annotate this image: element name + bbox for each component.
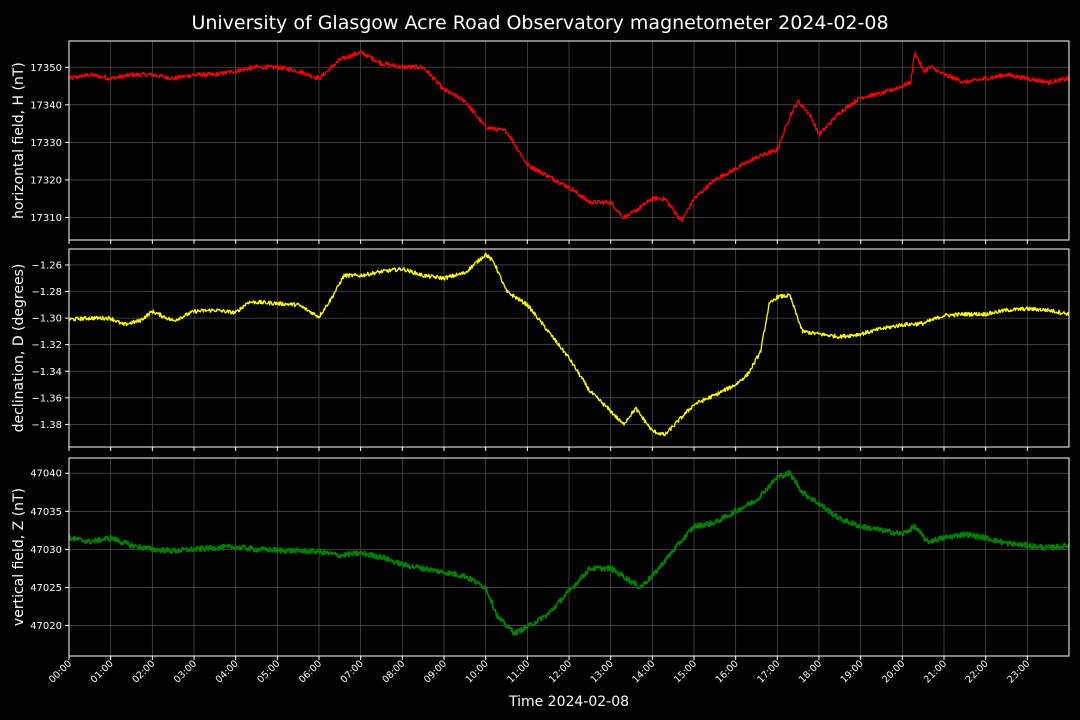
panel-horizontal-field: 17310 17320 17330 17340 17350 horizontal fie…	[11, 40, 1070, 244]
y-tick-label: −1.26	[31, 260, 62, 271]
y-tick-label: 17320	[30, 175, 62, 186]
y-tick-label: 17350	[30, 63, 62, 74]
x-tick-label: 16:00	[714, 658, 741, 685]
y-tick-label: 47040	[30, 469, 62, 480]
x-tick-label: 14:00	[630, 658, 657, 685]
x-tick-labels: 00:00 01:00 02:00 03:00 04:00 05:00 06:00 07:00…	[47, 658, 1032, 685]
x-tick-label: 08:00	[380, 658, 407, 685]
y-tick-label: 47030	[30, 545, 62, 556]
yticks-vertical-field: 47020 47025 47030 47035 47040	[30, 469, 69, 632]
x-tick-label: 03:00	[172, 658, 199, 685]
x-tick-label: 21:00	[922, 658, 949, 685]
panel-declination: −1.38 −1.36 −1.34 −1.32 −1.30 −1.28 −1.26 decl…	[11, 248, 1070, 451]
x-tick-label: 10:00	[464, 658, 491, 685]
xticks-vertical-field	[68, 656, 1028, 660]
grid-vertical-field	[68, 458, 1069, 656]
series-line-vertical-field	[68, 470, 1070, 637]
y-tick-label: 47020	[30, 621, 62, 632]
y-tick-label: −1.30	[31, 314, 62, 325]
x-tick-label: 02:00	[130, 658, 157, 685]
y-tick-label: 17330	[30, 138, 62, 149]
ylabel-declination: declination, D (degrees)	[11, 264, 27, 433]
x-tick-label: 00:00	[47, 658, 74, 685]
xticks-horizontal-field	[68, 240, 1028, 244]
x-tick-label: 01:00	[89, 658, 116, 685]
x-tick-label: 23:00	[1005, 658, 1032, 685]
x-tick-label: 17:00	[755, 658, 782, 685]
grid-horizontal-field	[68, 41, 1069, 240]
y-tick-label: 47035	[30, 507, 62, 518]
yticks-declination: −1.38 −1.36 −1.34 −1.32 −1.30 −1.28 −1.26	[31, 260, 69, 431]
ylabel-horizontal-field: horizontal field, H (nT)	[11, 62, 27, 219]
x-tick-label: 05:00	[255, 658, 282, 685]
xticks-declination	[68, 447, 1028, 451]
y-tick-label: −1.28	[31, 287, 62, 298]
x-tick-label: 18:00	[797, 658, 824, 685]
series-line-horizontal-field	[68, 50, 1070, 222]
x-tick-label: 19:00	[839, 658, 866, 685]
ylabel-vertical-field: vertical field, Z (nT)	[11, 488, 27, 626]
x-axis-label: Time 2024-02-08	[508, 694, 629, 710]
x-tick-label: 13:00	[589, 658, 616, 685]
y-tick-label: 17310	[30, 213, 62, 224]
x-tick-label: 04:00	[214, 658, 241, 685]
x-tick-label: 15:00	[672, 658, 699, 685]
x-tick-label: 06:00	[297, 658, 324, 685]
grid-declination	[68, 249, 1069, 447]
x-tick-label: 11:00	[505, 658, 532, 685]
y-tick-label: −1.34	[31, 367, 62, 378]
y-tick-label: −1.36	[31, 393, 62, 404]
chart-title: University of Glasgow Acre Road Observat…	[191, 12, 888, 34]
y-tick-label: 47025	[30, 583, 62, 594]
yticks-horizontal-field: 17310 17320 17330 17340 17350	[30, 63, 69, 224]
x-tick-label: 22:00	[964, 658, 991, 685]
series-line-declination	[68, 252, 1070, 437]
x-tick-label: 12:00	[547, 658, 574, 685]
x-tick-label: 09:00	[422, 658, 449, 685]
y-tick-label: −1.38	[31, 420, 62, 431]
x-tick-label: 07:00	[339, 658, 366, 685]
y-tick-label: 17340	[30, 100, 62, 111]
panel-vertical-field: 47020 47025 47030 47035 47040 vertical field…	[11, 457, 1070, 660]
y-tick-label: −1.32	[31, 340, 62, 351]
x-tick-label: 20:00	[880, 658, 907, 685]
